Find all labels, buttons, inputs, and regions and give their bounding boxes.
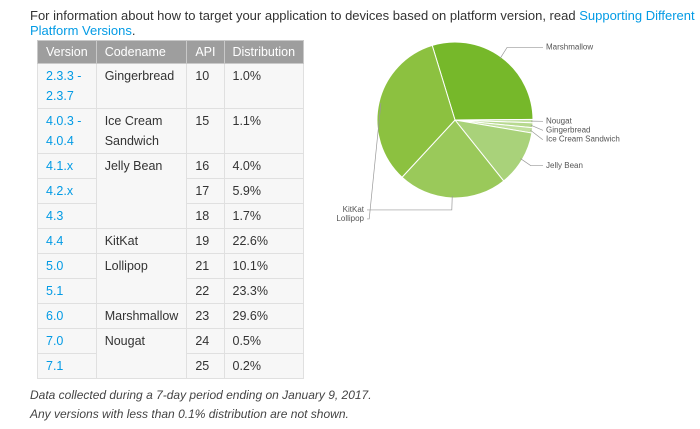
distribution-cell: 5.9% [223,178,305,204]
distribution-cell: 1.7% [223,203,305,229]
slice-label: Ice Cream Sandwich [546,134,620,143]
api-cell: 19 [186,228,225,254]
version-cell: 2.3.3 - 2.3.7 [37,63,97,109]
version-cell: 4.0.3 - 4.0.4 [37,108,97,154]
distribution-cell: 1.0% [223,63,305,109]
api-cell: 22 [186,278,225,304]
version-cell: 5.0 [37,253,97,279]
version-cell: 4.1.x [37,153,97,179]
api-cell: 25 [186,353,225,379]
codename-cell: Jelly Bean [95,153,188,229]
version-cell: 5.1 [37,278,97,304]
leader-line [530,129,543,140]
table-body: 2.3.3 - 2.3.7 Gingerbread 10 1.0% 4.0.3 - 4.… [37,63,305,379]
header-cell: Distribution [223,40,305,64]
distribution-cell: 10.1% [223,253,305,279]
api-cell: 10 [186,63,225,109]
header-cell: Version [37,40,97,64]
codename-cell: KitKat [95,228,188,254]
table-row: 4.2.x 17 5.9% [37,178,305,204]
table-row: 4.1.x Jelly Bean 16 4.0% [37,153,305,229]
leader-line [367,195,453,211]
table-row: 7.1 25 0.2% [37,353,305,379]
codename-cell: Nougat [95,328,188,379]
notes: Data collected during a 7-day period end… [30,386,372,424]
codename-cell: Lollipop [95,253,188,304]
distribution-cell: 0.5% [223,328,305,354]
codename-cell: Marshmallow [95,303,188,329]
table-row: 4.3 18 1.7% [37,203,305,229]
header-cell: API [186,40,225,64]
slice-label: Jelly Bean [546,161,583,170]
distribution-cell: 4.0% [223,153,305,179]
slice-label: Gingerbread [546,125,590,134]
table-row: 2.3.3 - 2.3.7 Gingerbread 10 1.0% [37,63,305,109]
distribution-cell: 22.6% [223,228,305,254]
intro: For information about how to target your… [30,8,700,38]
api-cell: 24 [186,328,225,354]
distribution-table: Version Codename API Distribution 2.3.3 - 2.… [37,40,305,379]
table-row: 6.0 Marshmallow 23 29.6% [37,303,305,329]
codename-cell: Ice Cream Sandwich [95,108,188,154]
distribution-cell: 23.3% [223,278,305,304]
version-cell: 4.2.x [37,178,97,204]
leader-line [530,124,543,131]
api-cell: 15 [186,108,225,154]
intro-text: For information about how to target your… [30,8,580,23]
slice-label: Marshmallow [546,43,593,52]
link[interactable]: Supporting Different Platform Versions [30,8,695,38]
distribution-cell: 1.1% [223,108,305,154]
version-cell: 6.0 [37,303,97,329]
api-cell: 18 [186,203,225,229]
table-row: 7.0 Nougat 24 0.5% [37,328,305,379]
version-cell: 7.1 [37,353,97,379]
api-cell: 16 [186,153,225,179]
api-cell: 23 [186,303,225,329]
version-cell: 7.0 [37,328,97,354]
leader-line [520,158,543,167]
table-row: 4.4 KitKat 19 22.6% [37,228,305,254]
api-cell: 21 [186,253,225,279]
note: Any versions with less than 0.1% distrib… [30,407,349,421]
api-cell: 17 [186,178,225,204]
version-cell: 4.4 [37,228,97,254]
header-cell: Codename [95,40,188,64]
version-cell: 4.3 [37,203,97,229]
table-row: 5.1 22 23.3% [37,278,305,304]
leader-line [499,47,543,59]
codename-cell: Gingerbread [95,63,188,109]
leader-line [367,103,382,220]
note: Data collected during a 7-day period end… [30,388,372,402]
slice-label: Lollipop [336,214,364,223]
slice-label: Nougat [546,116,573,125]
pie-slice [376,44,456,178]
intro-suffix: . [131,23,136,38]
slice-label: KitKat [343,205,365,214]
header-row: Version Codename API Distribution [37,40,305,64]
table-row: 4.0.3 - 4.0.4 Ice Cream Sandwich 15 1.1% [37,108,305,154]
distribution-cell: 29.6% [223,303,305,329]
distribution-cell: 0.2% [223,353,305,379]
table-row: 5.0 Lollipop 21 10.1% [37,253,305,304]
